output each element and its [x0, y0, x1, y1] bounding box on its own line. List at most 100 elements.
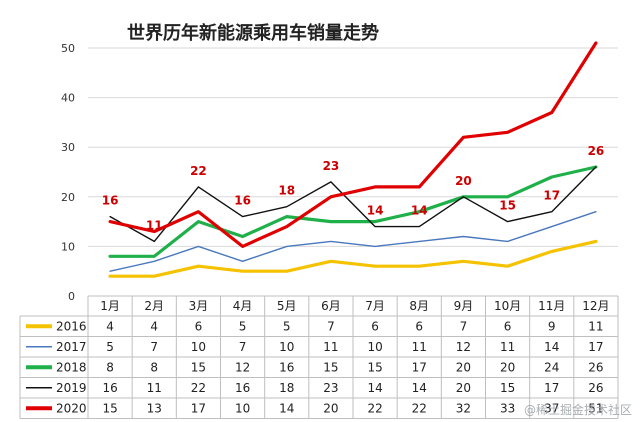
table-cell: 11 [323, 340, 338, 354]
table-cell: 14 [279, 401, 294, 415]
table-cell: 14 [412, 381, 427, 395]
table-cell: 12 [456, 340, 471, 354]
data-label: 15 [499, 199, 516, 213]
table-cell: 14 [544, 340, 559, 354]
data-label: 17 [543, 189, 560, 203]
y-tick-label: 0 [68, 290, 75, 303]
x-tick-label: 6月 [321, 299, 341, 313]
data-label: 14 [367, 204, 384, 218]
table-cell: 9 [548, 319, 556, 333]
table-cell: 26 [588, 381, 603, 395]
table-cell: 14 [367, 381, 382, 395]
table-cell: 11 [500, 340, 515, 354]
data-label: 16 [102, 194, 119, 208]
data-label: 20 [455, 174, 472, 188]
table-cell: 24 [544, 360, 559, 374]
y-tick-label: 30 [61, 141, 75, 154]
table-cell: 20 [323, 401, 338, 415]
table-cell: 5 [239, 319, 247, 333]
table-cell: 6 [504, 319, 512, 333]
x-tick-label: 7月 [365, 299, 385, 313]
table-cell: 20 [500, 360, 515, 374]
table-cell: 7 [239, 340, 247, 354]
table-cell: 6 [415, 319, 423, 333]
data-label: 18 [278, 184, 295, 198]
x-tick-label: 12月 [582, 299, 609, 313]
x-tick-label: 9月 [454, 299, 474, 313]
table-cell: 16 [102, 381, 117, 395]
table-cell: 11 [412, 340, 427, 354]
legend-label: 2018 [56, 360, 87, 374]
series-line-2018 [108, 165, 598, 258]
x-tick-label: 5月 [277, 299, 297, 313]
table-cell: 13 [147, 401, 162, 415]
table-cell: 4 [150, 319, 158, 333]
data-label: 16 [234, 194, 251, 208]
table-cell: 26 [588, 360, 603, 374]
y-tick-label: 10 [61, 240, 75, 253]
table-cell: 8 [106, 360, 114, 374]
table-cell: 10 [279, 340, 294, 354]
table-cell: 17 [588, 340, 603, 354]
table-cell: 11 [588, 319, 603, 333]
legend-label: 2020 [56, 401, 87, 415]
x-tick-label: 2月 [144, 299, 164, 313]
table-cell: 22 [367, 401, 382, 415]
data-label: 26 [588, 144, 605, 158]
y-tick-label: 50 [61, 42, 75, 55]
table-cell: 8 [150, 360, 158, 374]
table-cell: 7 [327, 319, 335, 333]
table-cell: 22 [191, 381, 206, 395]
table-cell: 20 [456, 381, 471, 395]
table-cell: 51 [588, 401, 603, 415]
table-cell: 4 [106, 319, 114, 333]
table-cell: 15 [102, 401, 117, 415]
table-cell: 18 [279, 381, 294, 395]
x-tick-label: 10月 [494, 299, 521, 313]
table-cell: 12 [235, 360, 250, 374]
table-cell: 10 [367, 340, 382, 354]
table-cell: 10 [191, 340, 206, 354]
data-label: 11 [146, 218, 163, 232]
x-tick-label: 4月 [233, 299, 253, 313]
legend-label: 2019 [56, 381, 87, 395]
table-cell: 33 [500, 401, 515, 415]
series-line-2017 [109, 210, 597, 272]
chart-title: 世界历年新能源乘用车销量走势 [127, 22, 379, 44]
legend-label: 2016 [56, 319, 87, 333]
table-cell: 17 [191, 401, 206, 415]
table-cell: 15 [500, 381, 515, 395]
x-tick-label: 3月 [189, 299, 209, 313]
table-cell: 20 [456, 360, 471, 374]
table-cell: 17 [412, 360, 427, 374]
y-tick-label: 20 [61, 191, 75, 204]
table-cell: 5 [106, 340, 114, 354]
y-tick-label: 40 [61, 92, 75, 105]
table-cell: 15 [367, 360, 382, 374]
table-cell: 23 [323, 381, 338, 395]
x-tick-label: 11月 [538, 299, 565, 313]
table-cell: 6 [371, 319, 379, 333]
watermark: @稀土掘金技术社区 [523, 403, 632, 417]
table-cell: 5 [283, 319, 291, 333]
data-label: 22 [190, 164, 207, 178]
series-line-2016 [108, 239, 598, 278]
table-cell: 15 [323, 360, 338, 374]
x-tick-label: 1月 [100, 299, 120, 313]
table-cell: 15 [191, 360, 206, 374]
table-cell: 10 [235, 401, 250, 415]
table-cell: 6 [195, 319, 203, 333]
series-line-2020 [108, 41, 598, 248]
table-cell: 7 [460, 319, 468, 333]
table-cell: 17 [544, 381, 559, 395]
series-line-2019 [109, 166, 597, 243]
legend-label: 2017 [56, 340, 87, 354]
data-label: 23 [323, 159, 340, 173]
data-label: 14 [411, 204, 428, 218]
table-cell: 37 [544, 401, 559, 415]
table-cell: 22 [412, 401, 427, 415]
table-cell: 11 [147, 381, 162, 395]
table-cell: 7 [150, 340, 158, 354]
